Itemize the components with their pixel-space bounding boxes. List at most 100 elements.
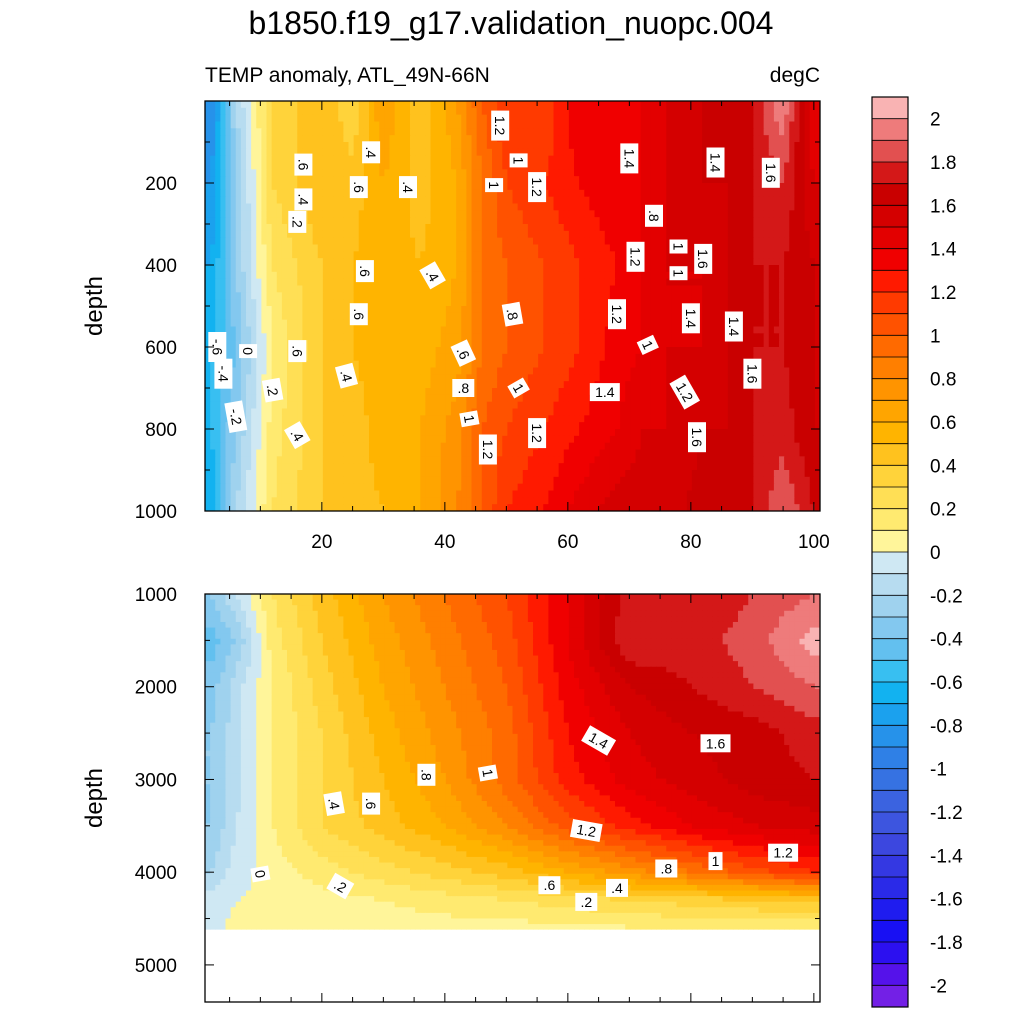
contour-label-text: 1.2 <box>529 177 545 197</box>
colorbar-label: 2 <box>930 110 941 131</box>
y-tick-label: 2000 <box>135 678 177 699</box>
colorbar-swatch <box>872 248 908 271</box>
contour-label: .2 <box>575 892 598 911</box>
contour-label: .2 <box>326 872 355 900</box>
contour-label: 1.6 <box>761 157 780 188</box>
contour-label: .6 <box>294 153 313 176</box>
colorbar-label: 1.2 <box>930 283 956 304</box>
lower-field <box>205 594 820 930</box>
colorbar-swatch <box>872 227 908 250</box>
y-tick-label: 400 <box>145 256 177 277</box>
contour-label: .6 <box>349 303 368 326</box>
colorbar-swatch <box>872 725 908 748</box>
colorbar-label: -1.2 <box>930 803 963 824</box>
colorbar-swatch <box>872 183 908 206</box>
contour-label: .6 <box>538 876 561 895</box>
colorbar-swatch <box>872 833 908 856</box>
contour-label: 1.2 <box>478 434 497 465</box>
lower-contour-panel: 1.4 1.6.8 1.4.61.2.8 11.20.2.6.4.2100020003… <box>81 585 821 1003</box>
contour-label-text: 1 <box>479 768 496 779</box>
colorbar-label: 1.4 <box>930 240 957 261</box>
colorbar-swatch <box>872 357 908 380</box>
contour-label-text: 1.6 <box>744 364 760 384</box>
colorbar-swatch <box>872 812 908 835</box>
contour-label: .8 <box>655 859 678 878</box>
colorbar-label: 0.6 <box>930 413 956 434</box>
colorbar-label: 0.4 <box>930 456 957 477</box>
colorbar-swatch <box>872 747 908 770</box>
contour-label-text: 1.4 <box>726 317 742 337</box>
colorbar-label: 0 <box>930 543 941 564</box>
y-tick-label: 1000 <box>135 502 177 523</box>
contour-label: .4 <box>323 791 345 816</box>
y-axis-label: depth <box>81 768 108 828</box>
contour-label: 1 <box>669 266 688 281</box>
colorbar-swatch <box>872 378 908 401</box>
colorbar-label: -0.8 <box>930 716 963 737</box>
contour-label: 1.4 <box>581 725 617 756</box>
colorbar-label: -1.6 <box>930 890 963 911</box>
colorbar-label: 1.8 <box>930 153 956 174</box>
contour-label-text: .4 <box>363 146 379 158</box>
x-tick-label: 80 <box>680 532 701 553</box>
contour-label-text: 1.2 <box>575 821 597 840</box>
contour-label: 1.2 <box>768 843 799 862</box>
colorbar-swatch <box>872 140 908 163</box>
colorbar-swatch <box>872 118 908 141</box>
contour-label-text: .4 <box>611 880 623 896</box>
contour-label-text: .6 <box>363 798 379 810</box>
colorbar-swatch <box>872 508 908 531</box>
contour-label: 1.4 <box>589 383 620 402</box>
colorbar-frame <box>871 96 909 1008</box>
contour-label: .4 <box>334 362 359 389</box>
contour-label: 1 <box>477 764 498 782</box>
contour-label-text: .4 <box>325 796 343 810</box>
contour-label-text: .8 <box>646 210 662 222</box>
contour-label: .6 <box>288 340 307 363</box>
upper-contour-panel: 1.21 1.4 1.41.6.6.41 1.2.4.6.4.8.211.2 1.6.6… <box>81 100 830 553</box>
contour-label-text: .6 <box>351 181 367 193</box>
contour-label: -.6 <box>208 332 227 362</box>
colorbar-swatch <box>872 335 908 358</box>
contour-label-text: 0 <box>252 869 269 880</box>
contour-label: .6 <box>355 260 374 283</box>
contour-label: 1.2 <box>569 819 603 842</box>
colorbar-swatch <box>872 313 908 336</box>
contour-label-text: 1.2 <box>529 423 545 443</box>
contour-label: 1 <box>669 239 688 254</box>
colorbar-swatch <box>872 660 908 683</box>
colorbar-swatch <box>872 292 908 315</box>
contour-label-text: 1.2 <box>609 304 625 324</box>
contour-label: .4 <box>294 188 313 211</box>
colorbar-label: -1 <box>930 760 947 781</box>
contour-label-text: 1.4 <box>683 309 699 329</box>
colorbar-swatch <box>872 877 908 900</box>
y-tick-label: 200 <box>145 174 177 195</box>
contour-label-text: .8 <box>418 769 434 781</box>
contour-label: .8 <box>452 379 475 397</box>
units-label: degC <box>770 64 820 87</box>
contour-label-text: .2 <box>289 216 305 228</box>
x-tick-label: 60 <box>557 532 578 553</box>
x-tick-label: 20 <box>311 532 332 553</box>
colorbar-swatch <box>872 270 908 293</box>
contour-label-text: 1.4 <box>595 384 615 400</box>
contour-label: 1.2 <box>608 299 626 330</box>
contour-label-text: 1 <box>461 414 478 425</box>
contour-label-text: 1.6 <box>695 249 711 269</box>
colorbar-label: 0.8 <box>930 370 956 391</box>
contour-label: .4 <box>399 176 417 199</box>
contour-label: 1 <box>459 410 480 428</box>
contour-label: 1 <box>636 334 659 356</box>
contour-label-text: .6 <box>544 877 556 893</box>
contour-label: .4 <box>284 421 311 450</box>
colorbar-label: 0.2 <box>930 500 956 521</box>
colorbar-swatch <box>872 985 908 1008</box>
contour-label: 1.6 <box>700 734 731 753</box>
colorbar-label: -1.8 <box>930 933 963 954</box>
contour-label-text: .8 <box>504 307 522 321</box>
colorbar-swatch <box>872 942 908 965</box>
contour-label: 1.4 <box>706 147 725 178</box>
contour-label-text: .4 <box>400 181 416 193</box>
